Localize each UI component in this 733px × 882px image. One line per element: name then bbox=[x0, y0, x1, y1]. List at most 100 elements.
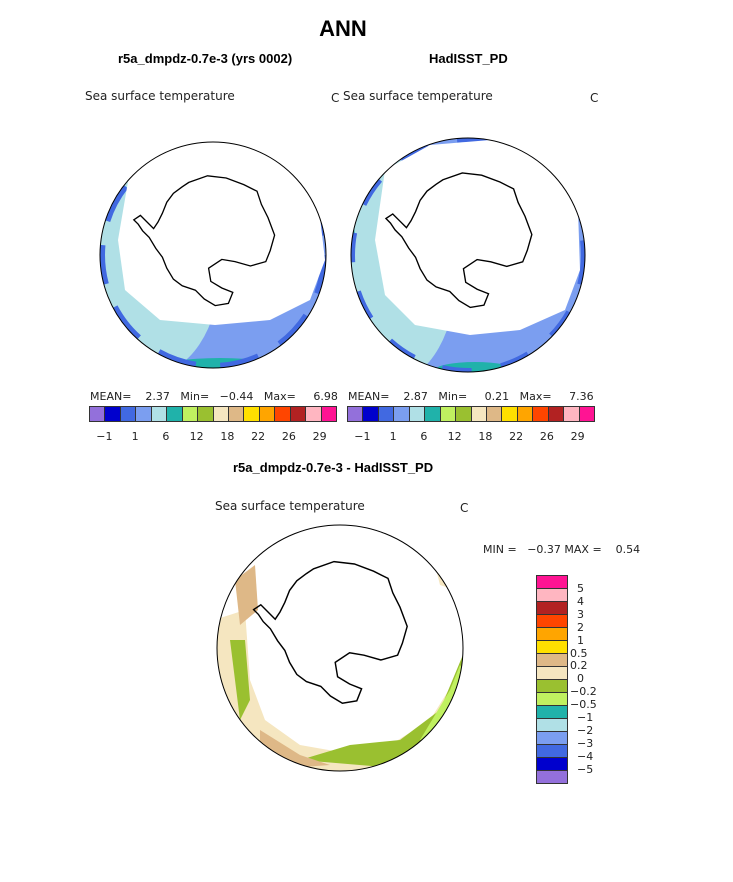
colorbar-box bbox=[363, 407, 379, 421]
colorbar-tick-label: 0 bbox=[577, 672, 584, 686]
colorbar-tick-label: 22 bbox=[509, 430, 524, 443]
right-panel-subtitle: HadISST_PD bbox=[429, 51, 508, 66]
max-value: 0.54 bbox=[615, 543, 641, 556]
min-label: Min= bbox=[438, 390, 468, 403]
colorbar-tick-label: 6 bbox=[162, 430, 170, 443]
colorbar-box bbox=[579, 407, 594, 421]
colorbar-tick-label: −5 bbox=[577, 762, 594, 776]
colorbar-tick-label: 4 bbox=[577, 594, 584, 608]
colorbar-box bbox=[537, 771, 567, 783]
colorbar-box bbox=[537, 628, 567, 641]
colorbar-tick-label: 0.2 bbox=[570, 659, 588, 673]
colorbar-tick-label: 6 bbox=[420, 430, 428, 443]
colorbar-box bbox=[409, 407, 426, 421]
mean-value: 2.37 bbox=[145, 390, 170, 403]
colorbar-box bbox=[425, 407, 441, 421]
difference-variable-label: Sea surface temperature bbox=[215, 499, 365, 513]
colorbar-box bbox=[90, 407, 106, 421]
difference-minmax: MIN = −0.37 MAX = 0.54 bbox=[483, 543, 640, 556]
colorbar-box bbox=[537, 719, 567, 732]
left-map-border bbox=[99, 141, 327, 369]
colorbar-tick-label: −0.2 bbox=[570, 685, 597, 699]
right-map-border bbox=[350, 137, 586, 373]
colorbar-box bbox=[105, 407, 121, 421]
colorbar-box bbox=[378, 407, 395, 421]
colorbar-box bbox=[486, 407, 503, 421]
colorbar-tick-label: 22 bbox=[251, 430, 266, 443]
colorbar-tick-label: 29 bbox=[570, 430, 585, 443]
right-polar-map bbox=[351, 138, 585, 372]
left-variable-label: Sea surface temperature bbox=[85, 89, 235, 103]
colorbar-box bbox=[182, 407, 199, 421]
colorbar-box bbox=[275, 407, 291, 421]
max-label: Max= bbox=[519, 390, 552, 403]
colorbar-box bbox=[548, 407, 565, 421]
mean-label: MEAN= bbox=[348, 390, 390, 403]
colorbar-box bbox=[456, 407, 472, 421]
colorbar-tick-label: 3 bbox=[577, 607, 584, 621]
colorbar-box bbox=[537, 680, 567, 693]
difference-map-border bbox=[216, 524, 464, 772]
colorbar-box bbox=[167, 407, 183, 421]
colorbar-tick-label: −1 bbox=[354, 430, 371, 443]
difference-subtitle: r5a_dmpdz-0.7e-3 - HadISST_PD bbox=[233, 460, 434, 475]
min-value: −0.44 bbox=[219, 390, 254, 403]
right-stats: MEAN= 2.87 Min= 0.21 Max= 7.36 bbox=[348, 390, 594, 403]
colorbar-box bbox=[537, 654, 567, 667]
min-value: −0.37 bbox=[527, 543, 561, 556]
colorbar-box bbox=[120, 407, 137, 421]
colorbar-box bbox=[537, 641, 567, 654]
colorbar-tick-label: 5 bbox=[577, 582, 584, 595]
left-colorbar bbox=[89, 406, 337, 422]
colorbar-tick-label: −3 bbox=[577, 736, 594, 750]
colorbar-tick-label: 1 bbox=[131, 430, 139, 443]
colorbar-tick-label: −2 bbox=[577, 723, 594, 737]
colorbar-box bbox=[471, 407, 487, 421]
colorbar-box bbox=[244, 407, 260, 421]
colorbar-tick-label: −4 bbox=[577, 749, 594, 763]
colorbar-box bbox=[533, 407, 549, 421]
colorbar-box bbox=[537, 602, 567, 615]
colorbar-box bbox=[348, 407, 364, 421]
colorbar-tick-label: −1 bbox=[577, 711, 594, 724]
colorbar-box bbox=[213, 407, 229, 421]
colorbar-tick-label: 12 bbox=[447, 430, 462, 443]
colorbar-box bbox=[259, 407, 276, 421]
colorbar-box bbox=[321, 407, 336, 421]
colorbar-box bbox=[537, 758, 567, 771]
colorbar-box bbox=[394, 407, 410, 421]
colorbar-box bbox=[537, 667, 567, 680]
max-label: MAX = bbox=[564, 543, 602, 556]
colorbar-tick-label: 18 bbox=[220, 430, 235, 443]
colorbar-box bbox=[537, 615, 567, 628]
figure-title: ANN bbox=[319, 16, 367, 41]
colorbar-tick-label: 29 bbox=[312, 430, 327, 443]
max-value: 7.36 bbox=[569, 390, 594, 403]
colorbar-box bbox=[198, 407, 214, 421]
min-value: 0.21 bbox=[484, 390, 510, 403]
colorbar-box bbox=[537, 693, 567, 706]
colorbar-tick-label: 2 bbox=[577, 620, 584, 634]
colorbar-box bbox=[502, 407, 518, 421]
colorbar-box bbox=[151, 407, 168, 421]
difference-polar-map bbox=[217, 525, 463, 771]
left-panel-subtitle: r5a_dmpdz-0.7e-3 (yrs 0002) bbox=[118, 51, 293, 66]
difference-units-label: C bbox=[460, 501, 469, 515]
colorbar-box bbox=[537, 589, 567, 602]
colorbar-box bbox=[440, 407, 457, 421]
colorbar-tick-label: −1 bbox=[96, 430, 113, 443]
right-colorbar bbox=[347, 406, 595, 422]
colorbar-tick-label: 18 bbox=[478, 430, 493, 443]
colorbar-box bbox=[537, 732, 567, 745]
right-units-label: C bbox=[590, 91, 599, 105]
max-label: Max= bbox=[263, 390, 296, 403]
min-label: Min= bbox=[180, 390, 210, 403]
mean-label: MEAN= bbox=[90, 390, 132, 403]
colorbar-tick-label: 1 bbox=[577, 633, 584, 647]
colorbar-box bbox=[537, 576, 567, 589]
mean-value: 2.87 bbox=[403, 390, 428, 403]
colorbar-box bbox=[517, 407, 534, 421]
colorbar-tick-label: −0.5 bbox=[570, 698, 597, 712]
